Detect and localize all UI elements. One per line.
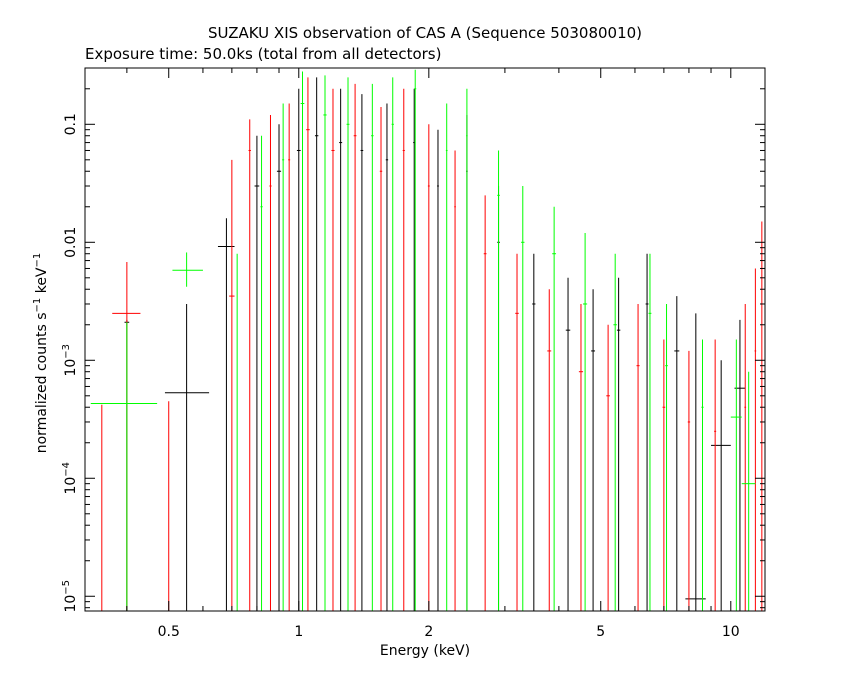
data-point: [360, 94, 364, 611]
data-point: [296, 88, 301, 611]
y-tick-exponent: −4: [61, 462, 72, 477]
y-tick-label: 10−5: [61, 580, 79, 613]
data-point: [437, 129, 439, 611]
data-point: [687, 350, 691, 611]
data-marks: [90, 69, 763, 612]
y-axis-label-sup1: −1: [32, 298, 43, 313]
data-point: [353, 83, 357, 611]
data-point: [445, 103, 448, 611]
x-tick-label: 2: [424, 624, 433, 640]
data-point: [583, 232, 588, 611]
data-point: [164, 303, 210, 611]
data-point: [314, 77, 319, 611]
data-point: [379, 107, 383, 611]
data-point: [636, 303, 640, 611]
data-point: [648, 253, 652, 611]
y-axis-label-main: normalized counts s: [34, 312, 50, 453]
data-point: [521, 185, 525, 611]
data-point: [761, 221, 763, 611]
data-point: [288, 103, 291, 611]
data-point: [172, 252, 203, 287]
chart-subtitle: Exposure time: 50.0ks (total from all de…: [85, 45, 441, 63]
data-point: [741, 371, 756, 611]
y-tick-exponent: −5: [61, 580, 72, 595]
data-point: [391, 77, 394, 611]
data-point: [497, 150, 500, 611]
data-point: [414, 69, 417, 611]
y-axis-label: normalized counts s−1 keV−1: [32, 253, 50, 454]
x-tick-label: 10: [722, 624, 740, 640]
data-point: [248, 119, 251, 611]
data-point: [402, 88, 405, 611]
data-point: [168, 401, 170, 612]
data-point: [466, 88, 468, 611]
x-axis-label: Energy (keV): [380, 643, 470, 659]
data-point: [711, 360, 731, 611]
data-point: [112, 262, 141, 611]
data-point: [282, 103, 285, 611]
y-tick-label: 0.01: [63, 227, 79, 258]
y-axis-label-sup2: −1: [32, 253, 43, 268]
data-point: [645, 253, 649, 611]
data-point: [276, 124, 282, 611]
data-point: [532, 253, 536, 611]
y-tick-label: 10−4: [61, 462, 79, 495]
data-point: [552, 206, 557, 611]
data-point: [744, 303, 747, 611]
data-point: [754, 268, 757, 611]
data-point: [662, 339, 666, 611]
data-point: [229, 159, 235, 611]
data-point: [454, 150, 456, 611]
y-tick-base: 0.1: [63, 113, 79, 135]
data-point: [616, 277, 621, 611]
x-tick-label: 5: [596, 624, 605, 640]
data-point: [606, 324, 610, 611]
data-point: [90, 322, 158, 611]
data-point: [483, 195, 487, 611]
data-point: [714, 339, 717, 611]
y-tick-base: 10: [63, 359, 79, 377]
data-point: [385, 103, 389, 611]
data-point: [339, 88, 343, 611]
data-point: [613, 253, 617, 611]
data-point: [565, 277, 571, 611]
data-point: [260, 135, 263, 611]
data-point: [591, 289, 596, 611]
data-point: [547, 289, 552, 611]
chart-title: SUZAKU XIS observation of CAS A (Sequenc…: [208, 24, 642, 42]
data-point: [300, 71, 305, 611]
data-point: [346, 77, 350, 611]
data-point: [701, 339, 704, 611]
x-tick-label: 0.5: [158, 624, 180, 640]
y-axis-label-mid: keV: [34, 267, 50, 298]
y-tick-exponent: −3: [61, 344, 72, 359]
data-point: [306, 77, 310, 611]
data-point: [323, 75, 327, 611]
data-point: [269, 114, 272, 611]
data-point: [674, 296, 680, 611]
y-tick-base: 0.01: [63, 227, 79, 258]
data-point: [665, 303, 668, 611]
data-point: [730, 339, 742, 611]
data-point: [578, 303, 584, 611]
data-point: [371, 83, 374, 611]
data-point: [101, 404, 103, 612]
data-point: [235, 253, 239, 612]
y-tick-base: 10: [63, 477, 79, 495]
x-tick-label: 1: [294, 624, 303, 640]
data-point: [254, 135, 260, 611]
y-tick-label: 0.1: [63, 113, 79, 135]
data-point: [515, 253, 519, 611]
data-point: [427, 124, 430, 611]
y-tick-base: 10: [63, 595, 79, 613]
data-point: [331, 88, 335, 611]
plot-frame: [84, 67, 766, 612]
y-tick-label: 10−3: [61, 344, 79, 377]
